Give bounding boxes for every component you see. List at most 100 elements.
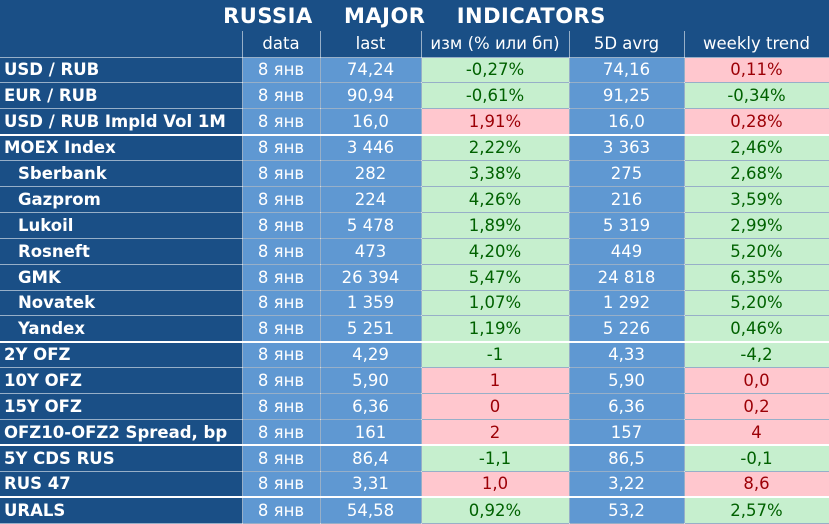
header-weekly-trend: weekly trend — [684, 31, 829, 58]
row-last: 224 — [320, 186, 422, 213]
row-date: 8 янв — [242, 340, 321, 369]
row-weekly-trend: 0,11% — [684, 57, 829, 84]
row-last: 90,94 — [320, 82, 422, 110]
table-row: 15Y OFZ 8 янв 6,36 0 6,36 0,2 — [0, 393, 829, 420]
row-weekly-trend: 0,2 — [684, 393, 829, 420]
row-name: URALS — [0, 496, 243, 524]
row-name: Novatek — [0, 290, 243, 317]
row-weekly-trend: 8,6 — [684, 471, 829, 498]
row-date: 8 янв — [242, 264, 321, 291]
row-date: 8 янв — [242, 186, 321, 213]
indicators-table-body: data last изм (% или бп) 5D avrg weekly … — [0, 31, 829, 524]
row-name: Gazprom — [0, 186, 243, 213]
row-change: 4,26% — [421, 186, 570, 213]
table-row: Lukoil 8 янв 5 478 1,89% 5 319 2,99% — [0, 212, 829, 239]
row-change: 5,47% — [421, 264, 570, 291]
row-name: Yandex — [0, 315, 243, 343]
row-last: 282 — [320, 160, 422, 187]
row-change: 1,91% — [421, 108, 570, 136]
row-5d-avg: 91,25 — [569, 82, 685, 110]
header-date: data — [242, 31, 321, 58]
row-5d-avg: 5 226 — [569, 315, 685, 343]
row-name: 5Y CDS RUS — [0, 444, 243, 472]
row-change: 1,89% — [421, 212, 570, 239]
row-name: OFZ10-OFZ2 Spread, bp — [0, 419, 243, 446]
row-weekly-trend: 2,57% — [684, 496, 829, 524]
row-weekly-trend: -0,1 — [684, 444, 829, 472]
row-weekly-trend: 2,68% — [684, 160, 829, 187]
row-change: 1,19% — [421, 315, 570, 343]
table-row: USD / RUB Impld Vol 1M 8 янв 16,0 1,91% 16,0… — [0, 108, 829, 136]
page-title: RUSSIA MAJOR INDICATORS — [0, 0, 829, 31]
row-last: 5 251 — [320, 315, 422, 343]
row-weekly-trend: 3,59% — [684, 186, 829, 213]
row-weekly-trend: -4,2 — [684, 340, 829, 369]
row-5d-avg: 24 818 — [569, 264, 685, 291]
row-date: 8 янв — [242, 419, 321, 446]
row-name: GMK — [0, 264, 243, 291]
table-row: MOEX Index 8 янв 3 446 2,22% 3 363 2,46% — [0, 133, 829, 162]
row-change: 1 — [421, 367, 570, 395]
table-row: Novatek 8 янв 1 359 1,07% 1 292 5,20% — [0, 290, 829, 317]
row-5d-avg: 74,16 — [569, 57, 685, 84]
row-change: 0,92% — [421, 496, 570, 524]
row-change: 3,38% — [421, 160, 570, 187]
row-last: 4,29 — [320, 340, 422, 369]
row-name: 10Y OFZ — [0, 367, 243, 395]
header-change: изм (% или бп) — [421, 31, 570, 58]
row-date: 8 янв — [242, 57, 321, 84]
row-name: 2Y OFZ — [0, 340, 243, 369]
row-change: 1,07% — [421, 290, 570, 317]
row-weekly-trend: 5,20% — [684, 290, 829, 317]
row-5d-avg: 6,36 — [569, 393, 685, 420]
table-row: URALS 8 янв 54,58 0,92% 53,2 2,57% — [0, 496, 829, 524]
row-date: 8 янв — [242, 444, 321, 472]
table-row: USD / RUB 8 янв 74,24 -0,27% 74,16 0,11% — [0, 57, 829, 84]
row-date: 8 янв — [242, 315, 321, 343]
row-5d-avg: 86,5 — [569, 444, 685, 472]
row-last: 6,36 — [320, 393, 422, 420]
row-last: 54,58 — [320, 496, 422, 524]
row-5d-avg: 216 — [569, 186, 685, 213]
row-5d-avg: 157 — [569, 419, 685, 446]
row-date: 8 янв — [242, 471, 321, 498]
row-change: -1,1 — [421, 444, 570, 472]
table-row: GMK 8 янв 26 394 5,47% 24 818 6,35% — [0, 264, 829, 291]
table-row: 10Y OFZ 8 янв 5,90 1 5,90 0,0 — [0, 367, 829, 395]
row-weekly-trend: 0,28% — [684, 108, 829, 136]
row-name: EUR / RUB — [0, 82, 243, 110]
row-date: 8 янв — [242, 160, 321, 187]
row-name: USD / RUB Impld Vol 1M — [0, 108, 243, 136]
row-last: 5,90 — [320, 367, 422, 395]
row-last: 74,24 — [320, 57, 422, 84]
table-row: Yandex 8 янв 5 251 1,19% 5 226 0,46% — [0, 315, 829, 343]
row-5d-avg: 5,90 — [569, 367, 685, 395]
row-last: 5 478 — [320, 212, 422, 239]
row-weekly-trend: 6,35% — [684, 264, 829, 291]
row-last: 3,31 — [320, 471, 422, 498]
row-last: 1 359 — [320, 290, 422, 317]
row-weekly-trend: 4 — [684, 419, 829, 446]
row-5d-avg: 275 — [569, 160, 685, 187]
header-5d-avg: 5D avrg — [569, 31, 685, 58]
row-last: 3 446 — [320, 133, 422, 162]
row-5d-avg: 16,0 — [569, 108, 685, 136]
row-last: 16,0 — [320, 108, 422, 136]
row-date: 8 янв — [242, 82, 321, 110]
table-row: RUS 47 8 янв 3,31 1,0 3,22 8,6 — [0, 471, 829, 498]
row-weekly-trend: 0,0 — [684, 367, 829, 395]
row-change: 0 — [421, 393, 570, 420]
row-last: 473 — [320, 238, 422, 265]
header-row: data last изм (% или бп) 5D avrg weekly … — [0, 31, 829, 58]
row-date: 8 янв — [242, 290, 321, 317]
header-last: last — [320, 31, 422, 58]
row-date: 8 янв — [242, 212, 321, 239]
row-change: -1 — [421, 340, 570, 369]
row-date: 8 янв — [242, 367, 321, 395]
row-last: 161 — [320, 419, 422, 446]
row-5d-avg: 3 363 — [569, 133, 685, 162]
row-5d-avg: 449 — [569, 238, 685, 265]
row-date: 8 янв — [242, 238, 321, 265]
row-5d-avg: 3,22 — [569, 471, 685, 498]
